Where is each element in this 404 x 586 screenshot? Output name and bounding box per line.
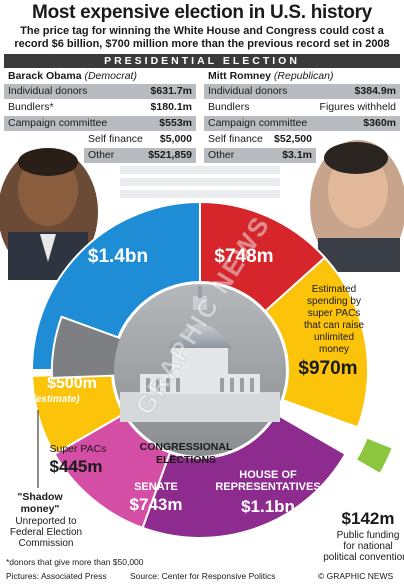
obama-row: Individual donors $631.7m <box>4 84 196 99</box>
row-label: Self finance <box>208 133 263 145</box>
row-value: $52,500 <box>274 133 312 145</box>
convention-note-line: for national <box>343 541 392 552</box>
row-value: $5,000 <box>159 133 192 145</box>
shadow-title-line: "Shadow <box>17 491 63 503</box>
house-segment <box>141 412 347 539</box>
page-subtitle: The price tag for winning the White Hous… <box>14 25 390 50</box>
row-label: Bundlers <box>208 101 250 113</box>
romney-heading: Mitt Romney (Republican) <box>208 70 333 82</box>
obama-total-label: $1.4bn <box>88 246 148 267</box>
center-label-line: CONGRESSIONAL <box>140 441 233 453</box>
row-label: Campaign committee <box>8 117 108 129</box>
shadow-total-label: $500m <box>47 375 97 392</box>
convention-total-label: $142m <box>342 509 395 528</box>
senate-total-label: $743m <box>130 495 183 514</box>
row-label: Other <box>88 149 115 161</box>
row-value: $360m <box>363 117 396 129</box>
super-pacs-segment <box>31 372 126 456</box>
obama-row: Campaign committee $553m <box>4 116 196 131</box>
pictures-credit: Pictures: Associated Press <box>6 571 107 581</box>
super-pacs-name: Super PACs <box>50 443 107 455</box>
romney-total-label: $748m <box>214 246 273 267</box>
convention-note-line: political conventions <box>323 552 404 563</box>
row-value: $3.1m <box>282 149 312 161</box>
row-label: Individual donors <box>8 85 88 97</box>
row-label: Campaign committee <box>208 117 308 129</box>
convention-note-line: Public funding <box>337 530 400 541</box>
romney-row: Self finance $52,500 <box>204 132 316 147</box>
shadow-title-line: money" <box>21 503 60 515</box>
center-label-line: ELECTIONS <box>156 454 216 466</box>
superpac-note-line: Estimated <box>312 284 356 295</box>
row-value: $521,859 <box>148 149 192 161</box>
row-value: $553m <box>159 117 192 129</box>
romney-row: Bundlers Figures withheld <box>204 100 400 115</box>
obama-row: Self finance $5,000 <box>84 132 196 147</box>
super-pacs-total-label: $445m <box>50 457 103 476</box>
superpac-segment <box>263 256 369 429</box>
obama-party: (Democrat) <box>84 70 137 82</box>
row-value: $384.9m <box>354 85 396 97</box>
superpac-note-line: spending by <box>307 296 361 307</box>
shadow-note-line: Unreported to <box>15 516 77 527</box>
row-label: Other <box>208 149 235 161</box>
senate-name: SENATE <box>134 481 178 493</box>
convention-segment <box>354 436 395 476</box>
flag-backdrop <box>120 166 280 198</box>
house-name-line: HOUSE OF <box>239 469 297 481</box>
romney-row: Campaign committee $360m <box>204 116 400 131</box>
bundler-footnote: *donors that give more than $50,000 <box>6 557 144 567</box>
house-total-label: $1.1bn <box>241 497 295 516</box>
graphic-news-credit: © GRAPHIC NEWS <box>318 571 394 581</box>
romney-row: Individual donors $384.9m <box>204 84 400 99</box>
estimate-label: (estimate) <box>32 394 80 405</box>
row-value: $180.1m <box>150 101 192 113</box>
obama-heading: Barack Obama (Democrat) <box>8 70 137 82</box>
romney-name: Mitt Romney <box>208 70 271 82</box>
obama-photo <box>0 148 98 280</box>
row-value: Figures withheld <box>319 101 396 113</box>
superpac-note-line: unlimited <box>314 332 354 343</box>
row-label: Individual donors <box>208 85 288 97</box>
superpac-note-line: super PACs <box>308 308 361 319</box>
romney-photo <box>310 140 404 272</box>
romney-party: (Republican) <box>273 70 334 82</box>
superpac-note-line: that can raise <box>304 320 364 331</box>
obama-name: Barack Obama <box>8 70 82 82</box>
page-title: Most expensive election in U.S. history <box>32 2 372 23</box>
shadow-note-line: Commission <box>18 538 73 549</box>
row-label: Self finance <box>88 133 143 145</box>
section-banner: PRESIDENTIAL ELECTION <box>4 54 400 68</box>
house-name-line: REPRESENTATIVES <box>215 481 320 493</box>
romney-row: Other $3.1m <box>204 148 316 163</box>
row-label: Bundlers* <box>8 101 54 113</box>
shadow-note-line: Federal Election <box>10 527 82 538</box>
obama-row: Bundlers* $180.1m <box>4 100 196 115</box>
source-credit: Source: Center for Responsive Politics <box>130 571 276 581</box>
superpac-total-label: $970m <box>298 358 357 379</box>
superpac-note-line: money <box>319 344 349 355</box>
row-value: $631.7m <box>150 85 192 97</box>
obama-row: Other $521,859 <box>84 148 196 163</box>
capitol-illustration <box>114 284 286 456</box>
